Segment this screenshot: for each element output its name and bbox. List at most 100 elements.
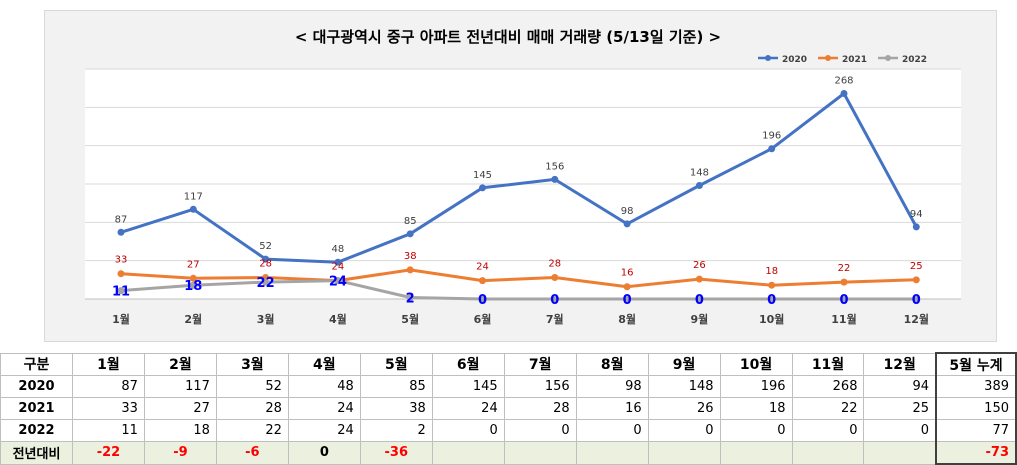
data-label-2022: 0 xyxy=(767,293,776,308)
data-point-2020 xyxy=(189,205,197,213)
data-point-2021 xyxy=(695,275,703,283)
table-cell: 25 xyxy=(863,397,937,420)
data-label-2022: 0 xyxy=(478,293,487,308)
legend-marker xyxy=(885,55,891,61)
summary-table: 구분 1월 2월 3월 4월 5월 6월 7월 8월 9월 10월 11월 12월 5월 누계 2020 87… xyxy=(0,352,1017,465)
data-label-2021: 18 xyxy=(765,266,778,277)
table-header-cell: 8월 xyxy=(575,352,649,376)
table-cell: 22 xyxy=(215,419,289,442)
data-label-2021: 26 xyxy=(693,260,706,271)
table-cell: 94 xyxy=(863,375,937,398)
data-point-2022 xyxy=(695,295,703,303)
table-cell: 85 xyxy=(359,375,433,398)
table-header-cell: 구분 xyxy=(0,352,73,376)
table-cell: 24 xyxy=(287,397,361,420)
table-cell: 268 xyxy=(791,375,865,398)
row-label: 전년대비 xyxy=(0,441,73,465)
table-header-cell: 10월 xyxy=(719,352,793,376)
chart-title: < 대구광역시 중구 아파트 전년대비 매매 거래량 (5/13일 기준) > xyxy=(295,28,721,46)
data-point-2022 xyxy=(623,295,631,303)
data-label-2020: 145 xyxy=(473,170,492,181)
table-cell: 389 xyxy=(935,375,1017,398)
x-tick-label: 12월 xyxy=(904,312,929,326)
data-label-2022: 22 xyxy=(257,276,275,291)
table-header-cell: 5월 누계 xyxy=(935,352,1017,376)
legend-marker xyxy=(765,55,771,61)
table-cell: 38 xyxy=(359,397,433,420)
line-chart: < 대구광역시 중구 아파트 전년대비 매매 거래량 (5/13일 기준) > … xyxy=(85,28,961,326)
data-label-2020: 94 xyxy=(910,209,923,220)
table-cell: 28 xyxy=(215,397,289,420)
series-line-2022 xyxy=(120,279,917,301)
data-label-2021: 28 xyxy=(548,259,561,270)
legend-label: 2020 xyxy=(782,55,807,65)
table-cell: 0 xyxy=(431,419,505,442)
table-cell: 28 xyxy=(503,397,577,420)
table-cell: 0 xyxy=(575,419,649,442)
table-cell: 2 xyxy=(359,419,433,442)
table-cell: 11 xyxy=(72,419,145,442)
x-tick-label: 6월 xyxy=(474,312,492,326)
x-tick-label: 1월 xyxy=(112,312,130,326)
table-cell: 0 xyxy=(503,419,577,442)
table-header-row: 구분 1월 2월 3월 4월 5월 6월 7월 8월 9월 10월 11월 12월 5월 누계 xyxy=(0,352,1017,376)
table-cell xyxy=(647,441,721,465)
table-cell xyxy=(575,441,649,465)
table-cell: 27 xyxy=(143,397,217,420)
table-cell xyxy=(863,441,937,465)
data-point-2022 xyxy=(551,295,559,303)
table-cell xyxy=(503,441,577,465)
table-cell: 0 xyxy=(863,419,937,442)
table-cell: 150 xyxy=(935,397,1017,420)
data-label-2021: 24 xyxy=(476,262,489,273)
data-point-2022 xyxy=(406,293,414,301)
table-cell: -73 xyxy=(935,441,1017,465)
data-point-2020 xyxy=(912,223,920,231)
chart-panel: < 대구광역시 중구 아파트 전년대비 매매 거래량 (5/13일 기준) > … xyxy=(44,10,997,342)
x-tick-label: 5월 xyxy=(401,312,419,326)
data-point-2020 xyxy=(406,230,414,238)
data-label-2020: 85 xyxy=(404,216,417,227)
data-label-2021: 27 xyxy=(187,259,200,270)
table-header-cell: 3월 xyxy=(215,352,289,376)
table-header-cell: 4월 xyxy=(287,352,361,376)
x-tick-label: 9월 xyxy=(691,312,709,326)
table-cell: 77 xyxy=(935,419,1017,442)
table-row: 2020 87 117 52 48 85 145 156 98 148 196 268 94 389 xyxy=(0,375,1017,398)
table-cell: -6 xyxy=(215,441,289,465)
table-cell: 196 xyxy=(719,375,793,398)
table-header-cell: 7월 xyxy=(503,352,577,376)
x-tick-label: 3월 xyxy=(257,312,275,326)
data-label-2022: 18 xyxy=(184,279,202,294)
table-header-cell: 6월 xyxy=(431,352,505,376)
data-point-2022 xyxy=(912,295,920,303)
data-point-2021 xyxy=(912,276,920,284)
table-cell: 117 xyxy=(143,375,217,398)
data-label-2021: 33 xyxy=(115,255,128,266)
table-row: 2022 11 18 22 24 2 0 0 0 0 0 0 0 77 xyxy=(0,419,1017,442)
table-cell: 48 xyxy=(287,375,361,398)
data-label-2021: 25 xyxy=(910,261,923,272)
legend-label: 2022 xyxy=(902,55,927,65)
data-point-2021 xyxy=(117,270,125,278)
table-cell: 156 xyxy=(503,375,577,398)
data-point-2022 xyxy=(262,278,270,286)
table-cell: 0 xyxy=(647,419,721,442)
data-point-2022 xyxy=(189,281,197,289)
row-label: 2021 xyxy=(0,397,73,420)
table-header-cell: 9월 xyxy=(647,352,721,376)
data-point-2020 xyxy=(695,182,703,190)
data-label-2021: 38 xyxy=(404,251,417,262)
table-cell: 0 xyxy=(287,441,361,465)
data-label-2021: 24 xyxy=(332,262,345,273)
data-label-2022: 11 xyxy=(112,285,130,300)
data-point-2022 xyxy=(334,277,342,285)
data-point-2021 xyxy=(840,278,848,286)
table-cell: 52 xyxy=(215,375,289,398)
data-label-2020: 117 xyxy=(184,191,203,202)
data-label-2020: 268 xyxy=(834,76,853,87)
data-point-2020 xyxy=(768,145,776,153)
data-label-2020: 156 xyxy=(545,161,564,172)
data-point-2020 xyxy=(117,228,125,236)
row-label: 2022 xyxy=(0,419,73,442)
